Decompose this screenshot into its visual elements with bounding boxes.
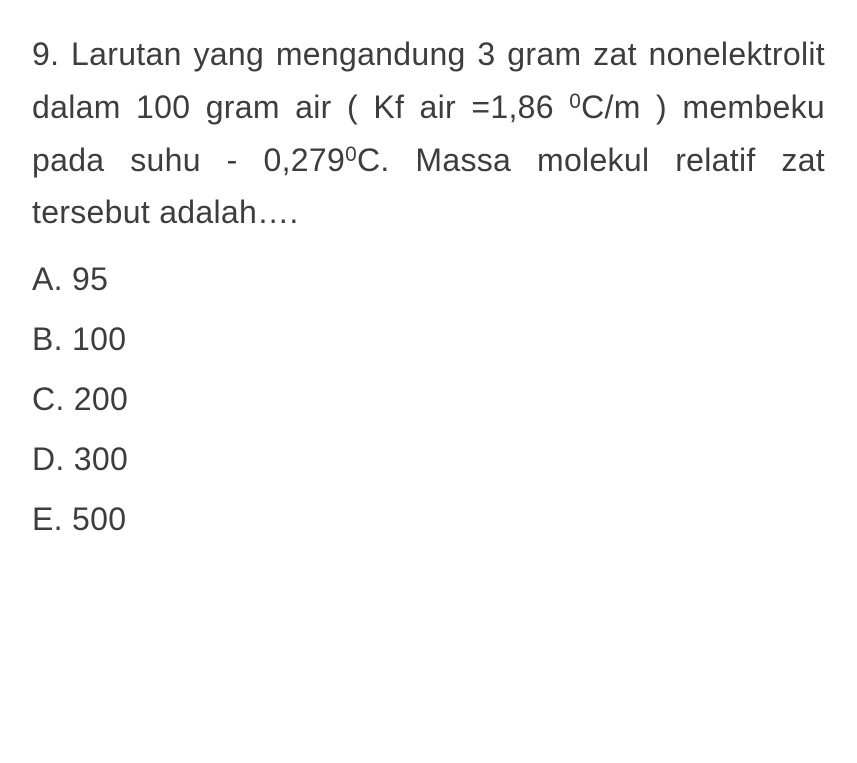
question-line-4-part1: 0,279 <box>264 142 346 178</box>
question-line-1: 9. Larutan yang mengandung 3 gram zat <box>32 36 637 72</box>
option-c: C. 200 <box>32 383 825 415</box>
question-line-3-part1: =1,86 <box>471 89 569 125</box>
superscript-degree-2: 0 <box>345 143 357 166</box>
option-e: E. 500 <box>32 503 825 535</box>
option-a: A. 95 <box>32 263 825 295</box>
options-list: A. 95 B. 100 C. 200 D. 300 E. 500 <box>32 263 825 535</box>
question-text: 9. Larutan yang mengandung 3 gram zat no… <box>32 28 825 239</box>
question-line-5: tersebut adalah…. <box>32 194 299 230</box>
option-d: D. 300 <box>32 443 825 475</box>
question-line-4-part2: C. Massa molekul relatif zat <box>357 142 825 178</box>
superscript-degree-1: 0 <box>569 90 581 113</box>
option-b: B. 100 <box>32 323 825 355</box>
